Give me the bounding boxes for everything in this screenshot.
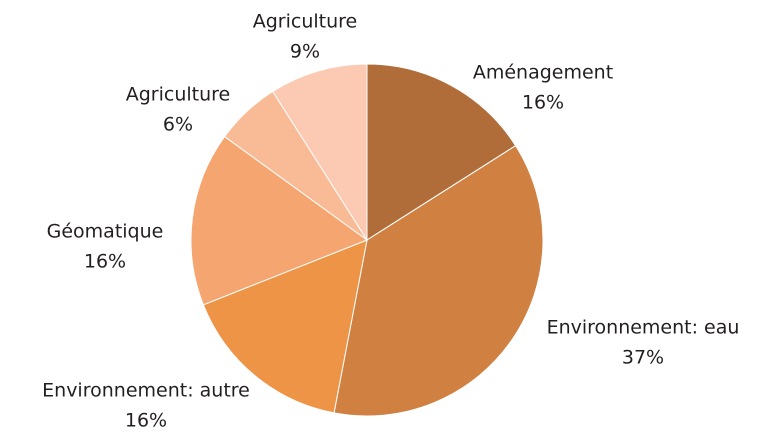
pie-slice bbox=[333, 145, 544, 417]
slice-value-label: 16% bbox=[522, 92, 564, 114]
slice-label: Aménagement bbox=[473, 62, 613, 84]
pie-slice bbox=[202, 239, 368, 414]
slice-label: Agriculture bbox=[126, 84, 231, 106]
slice-label: Géomatique bbox=[47, 221, 164, 243]
slice-value-label: 16% bbox=[125, 410, 167, 432]
pie-slice bbox=[272, 63, 368, 242]
slice-value-label: 6% bbox=[163, 114, 193, 136]
slice-value-label: 37% bbox=[622, 347, 664, 369]
slice-value-label: 16% bbox=[84, 251, 126, 273]
slice-label: Environnement: autre bbox=[42, 380, 250, 402]
pie-slice bbox=[190, 135, 369, 306]
slice-label: Environnement: eau bbox=[547, 317, 740, 339]
pie-slice bbox=[366, 63, 517, 241]
slice-value-label: 9% bbox=[290, 41, 320, 63]
slice-label: Agriculture bbox=[253, 11, 358, 33]
